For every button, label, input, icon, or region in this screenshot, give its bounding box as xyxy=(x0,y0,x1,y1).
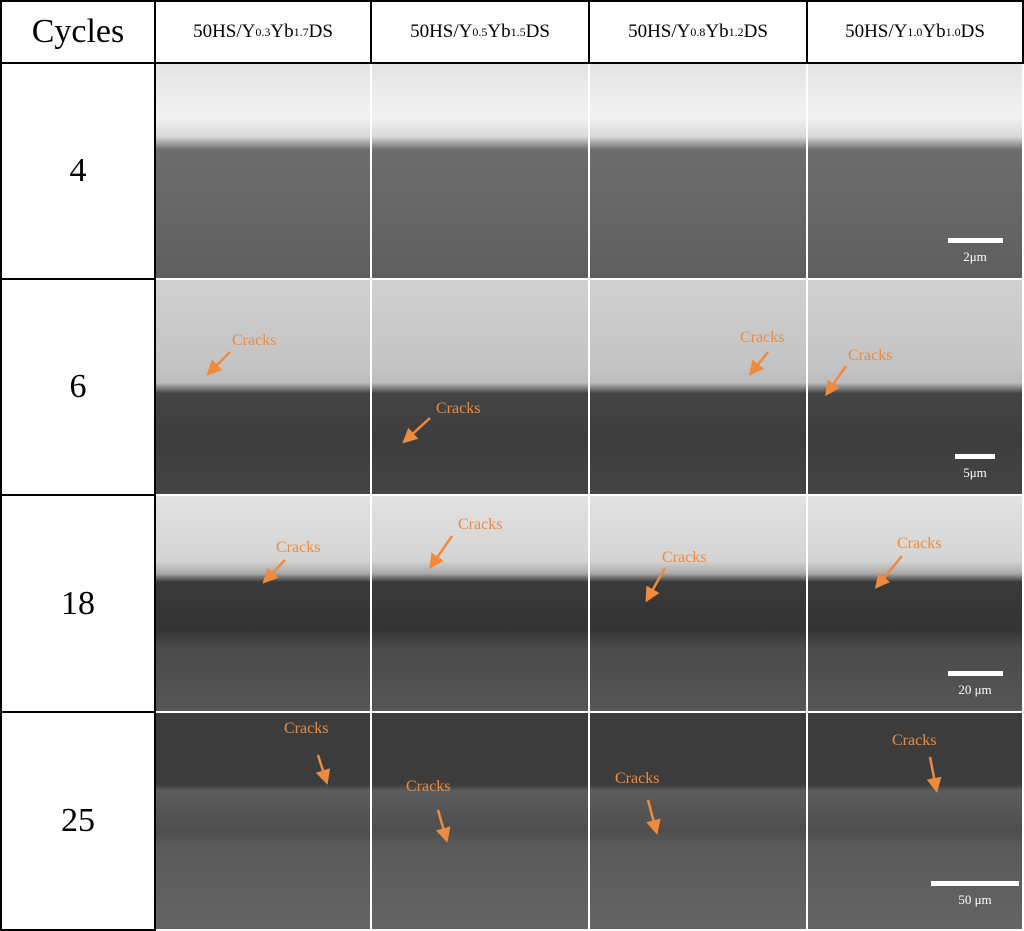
sem-micrograph xyxy=(372,496,588,711)
scale-bar: 2μm xyxy=(940,238,1010,265)
scale-bar: 50 μm xyxy=(925,881,1024,908)
sem-micrograph xyxy=(590,496,806,711)
subscript: 1.2 xyxy=(728,24,744,39)
cracks-label: Cracks xyxy=(232,332,277,349)
label: DS xyxy=(743,21,768,42)
sem-micrograph xyxy=(590,713,806,929)
sem-micrograph xyxy=(590,64,806,278)
subscript: 0.8 xyxy=(690,24,706,39)
sem-micrograph xyxy=(156,280,370,494)
cracks-label: Cracks xyxy=(458,516,503,533)
subscript: 1.5 xyxy=(510,24,526,39)
label: 50HS/Y xyxy=(193,21,256,42)
scale-bar-label: 5μm xyxy=(963,465,987,480)
cracks-label: Cracks xyxy=(615,770,660,787)
crack-arrow-icon xyxy=(436,809,451,843)
scale-bar: 20 μm xyxy=(940,671,1010,698)
cracks-label: Cracks xyxy=(848,347,893,364)
cracks-label: Cracks xyxy=(276,539,321,556)
scale-bar: 5μm xyxy=(940,454,1010,481)
header-cycles: Cycles xyxy=(0,0,156,64)
crack-arrow-icon xyxy=(748,351,769,376)
cracks-label: Cracks xyxy=(897,535,942,552)
cracks-label: Cracks xyxy=(406,778,451,795)
label: Yb xyxy=(270,21,294,42)
crack-arrow-icon xyxy=(926,756,942,793)
label: Yb xyxy=(487,21,511,42)
scale-bar-label: 50 μm xyxy=(958,892,992,907)
crack-arrow-icon xyxy=(262,559,286,584)
scale-bar-line xyxy=(931,881,1019,886)
sem-micrograph xyxy=(372,64,588,278)
sem-micrograph xyxy=(372,280,588,494)
column-header: 50HS/Y 0.8 Yb 1.2 DS xyxy=(588,0,808,64)
crack-arrow-icon xyxy=(645,567,667,603)
column-header: 50HS/Y 0.3 Yb 1.7 DS xyxy=(154,0,372,64)
subscript: 0.5 xyxy=(472,24,488,39)
crack-arrow-icon xyxy=(315,754,331,785)
label: Yb xyxy=(705,21,729,42)
subscript: 1.0 xyxy=(945,24,961,39)
cracks-label: Cracks xyxy=(284,720,329,737)
sem-micrograph xyxy=(590,280,806,494)
column-header: 50HS/Y 0.5 Yb 1.5 DS xyxy=(370,0,590,64)
crack-arrow-icon xyxy=(402,417,431,444)
sem-micrograph xyxy=(156,713,370,929)
label: DS xyxy=(308,21,333,42)
row-label-cycles: 4 xyxy=(0,64,156,280)
crack-arrow-icon xyxy=(646,799,661,835)
subscript: 1.7 xyxy=(293,24,309,39)
crack-arrow-icon xyxy=(206,351,231,376)
subscript: 1.0 xyxy=(907,24,923,39)
label: 50HS/Y xyxy=(845,21,908,42)
label: DS xyxy=(960,21,985,42)
column-header: 50HS/Y 1.0 Yb 1.0 DS xyxy=(806,0,1024,64)
sem-micrograph xyxy=(372,713,588,929)
scale-bar-line xyxy=(947,238,1003,243)
crack-arrow-icon xyxy=(825,365,848,397)
row-label-cycles: 6 xyxy=(0,280,156,496)
cracks-label: Cracks xyxy=(436,400,481,417)
row-label-cycles: 18 xyxy=(0,496,156,713)
scale-bar-label: 20 μm xyxy=(958,682,992,697)
sem-micrograph xyxy=(156,496,370,711)
row-label-cycles: 25 xyxy=(0,713,156,931)
crack-arrow-icon xyxy=(874,555,903,589)
label: 50HS/Y xyxy=(410,21,473,42)
sem-micrograph xyxy=(156,64,370,278)
label: Yb xyxy=(922,21,946,42)
scale-bar-line xyxy=(955,454,995,459)
label: 50HS/Y xyxy=(628,21,691,42)
cracks-label: Cracks xyxy=(662,549,707,566)
scale-bar-label: 2μm xyxy=(963,249,987,264)
label: DS xyxy=(525,21,550,42)
crack-arrow-icon xyxy=(429,535,454,570)
scale-bar-line xyxy=(947,671,1003,676)
sem-micrograph xyxy=(808,713,1022,929)
subscript: 0.3 xyxy=(255,24,271,39)
cracks-label: Cracks xyxy=(892,732,937,749)
cracks-label: Cracks xyxy=(740,329,785,346)
